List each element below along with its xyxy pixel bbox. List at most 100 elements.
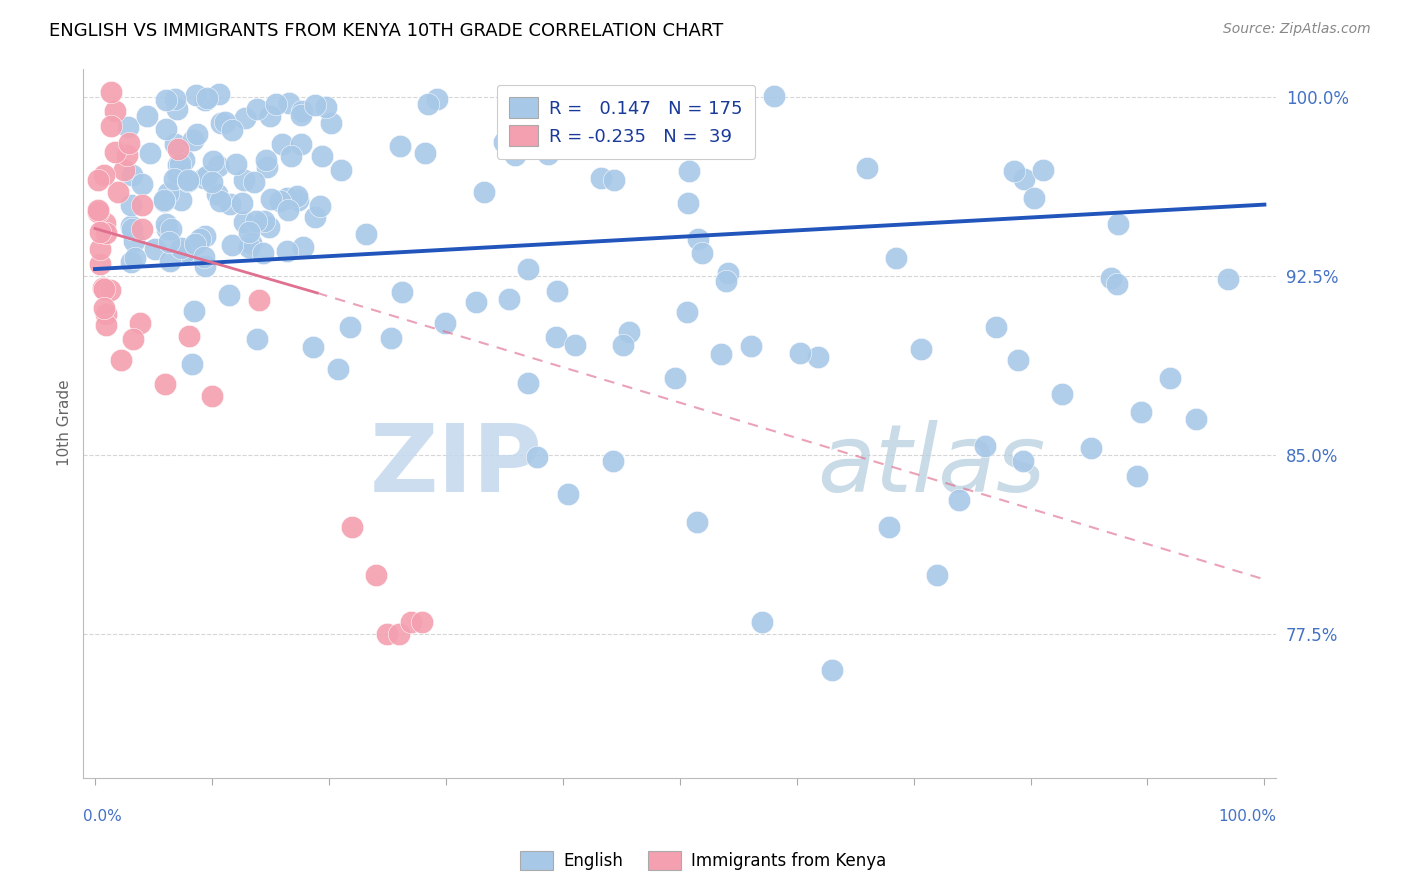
Point: [104, 103, 127, 118]
Point: [195, 169, 218, 183]
Point: [100, 86, 122, 100]
Point: [277, 96, 299, 111]
Point: [173, 153, 195, 168]
Text: 0.0%: 0.0%: [83, 809, 122, 824]
Point: [686, 232, 709, 246]
Point: [233, 214, 256, 228]
Point: [276, 244, 298, 259]
Text: 100.0%: 100.0%: [1218, 809, 1277, 824]
Point: [418, 97, 440, 112]
Point: [339, 320, 361, 334]
Point: [269, 194, 291, 208]
Point: [270, 137, 292, 152]
Point: [280, 149, 302, 163]
Point: [304, 98, 326, 112]
Point: [973, 438, 995, 452]
Point: [131, 197, 153, 211]
Point: [120, 219, 142, 233]
Point: [195, 91, 218, 105]
Point: [257, 220, 280, 235]
Point: [546, 284, 568, 298]
Point: [110, 353, 132, 368]
Point: [494, 135, 516, 149]
Point: [664, 371, 686, 385]
Point: [304, 211, 326, 225]
Point: [153, 194, 176, 208]
Point: [91, 281, 114, 295]
Point: [557, 487, 579, 501]
Point: [194, 259, 217, 273]
Point: [751, 615, 773, 630]
Point: [1107, 217, 1129, 231]
Point: [1159, 370, 1181, 384]
Point: [472, 185, 495, 199]
Point: [1099, 271, 1122, 285]
Point: [121, 221, 143, 235]
Point: [260, 192, 283, 206]
Point: [193, 250, 215, 264]
Point: [1012, 172, 1035, 186]
Point: [207, 186, 229, 201]
Point: [112, 163, 135, 178]
Point: [169, 157, 191, 171]
Point: [710, 346, 733, 360]
Point: [207, 159, 229, 173]
Point: [208, 87, 231, 102]
Point: [329, 163, 352, 178]
Point: [498, 292, 520, 306]
Point: [93, 301, 115, 315]
Point: [177, 173, 200, 187]
Point: [143, 242, 166, 256]
Point: [221, 237, 243, 252]
Point: [208, 194, 231, 209]
Point: [124, 251, 146, 265]
Text: ZIP: ZIP: [370, 419, 543, 512]
Point: [948, 493, 970, 508]
Point: [1125, 469, 1147, 483]
Point: [1107, 277, 1129, 291]
Point: [821, 663, 844, 677]
Legend: English, Immigrants from Kenya: English, Immigrants from Kenya: [513, 844, 893, 877]
Point: [434, 316, 457, 330]
Point: [364, 567, 387, 582]
Point: [253, 214, 276, 228]
Point: [139, 146, 162, 161]
Point: [247, 293, 270, 307]
Point: [391, 285, 413, 300]
Point: [166, 102, 188, 116]
Point: [155, 122, 177, 136]
Point: [526, 450, 548, 464]
Point: [277, 202, 299, 217]
Point: [194, 229, 217, 244]
Point: [120, 254, 142, 268]
Point: [131, 221, 153, 235]
Point: [166, 167, 188, 181]
Point: [612, 338, 634, 352]
Point: [100, 119, 122, 133]
Point: [651, 120, 673, 134]
Point: [153, 193, 176, 207]
Point: [184, 87, 207, 102]
Point: [676, 305, 699, 319]
Point: [188, 232, 211, 246]
Point: [115, 148, 138, 162]
Point: [264, 96, 287, 111]
Point: [1011, 453, 1033, 467]
Point: [159, 253, 181, 268]
Point: [98, 283, 121, 297]
Point: [218, 196, 240, 211]
Point: [177, 329, 200, 343]
Point: [170, 240, 193, 254]
Point: [157, 186, 180, 201]
Point: [259, 109, 281, 123]
Point: [380, 331, 402, 345]
Point: [238, 240, 260, 254]
Point: [252, 245, 274, 260]
Point: [89, 257, 111, 271]
Point: [716, 274, 738, 288]
Point: [201, 388, 224, 402]
Point: [121, 168, 143, 182]
Point: [287, 194, 309, 208]
Point: [564, 338, 586, 352]
Point: [388, 627, 411, 641]
